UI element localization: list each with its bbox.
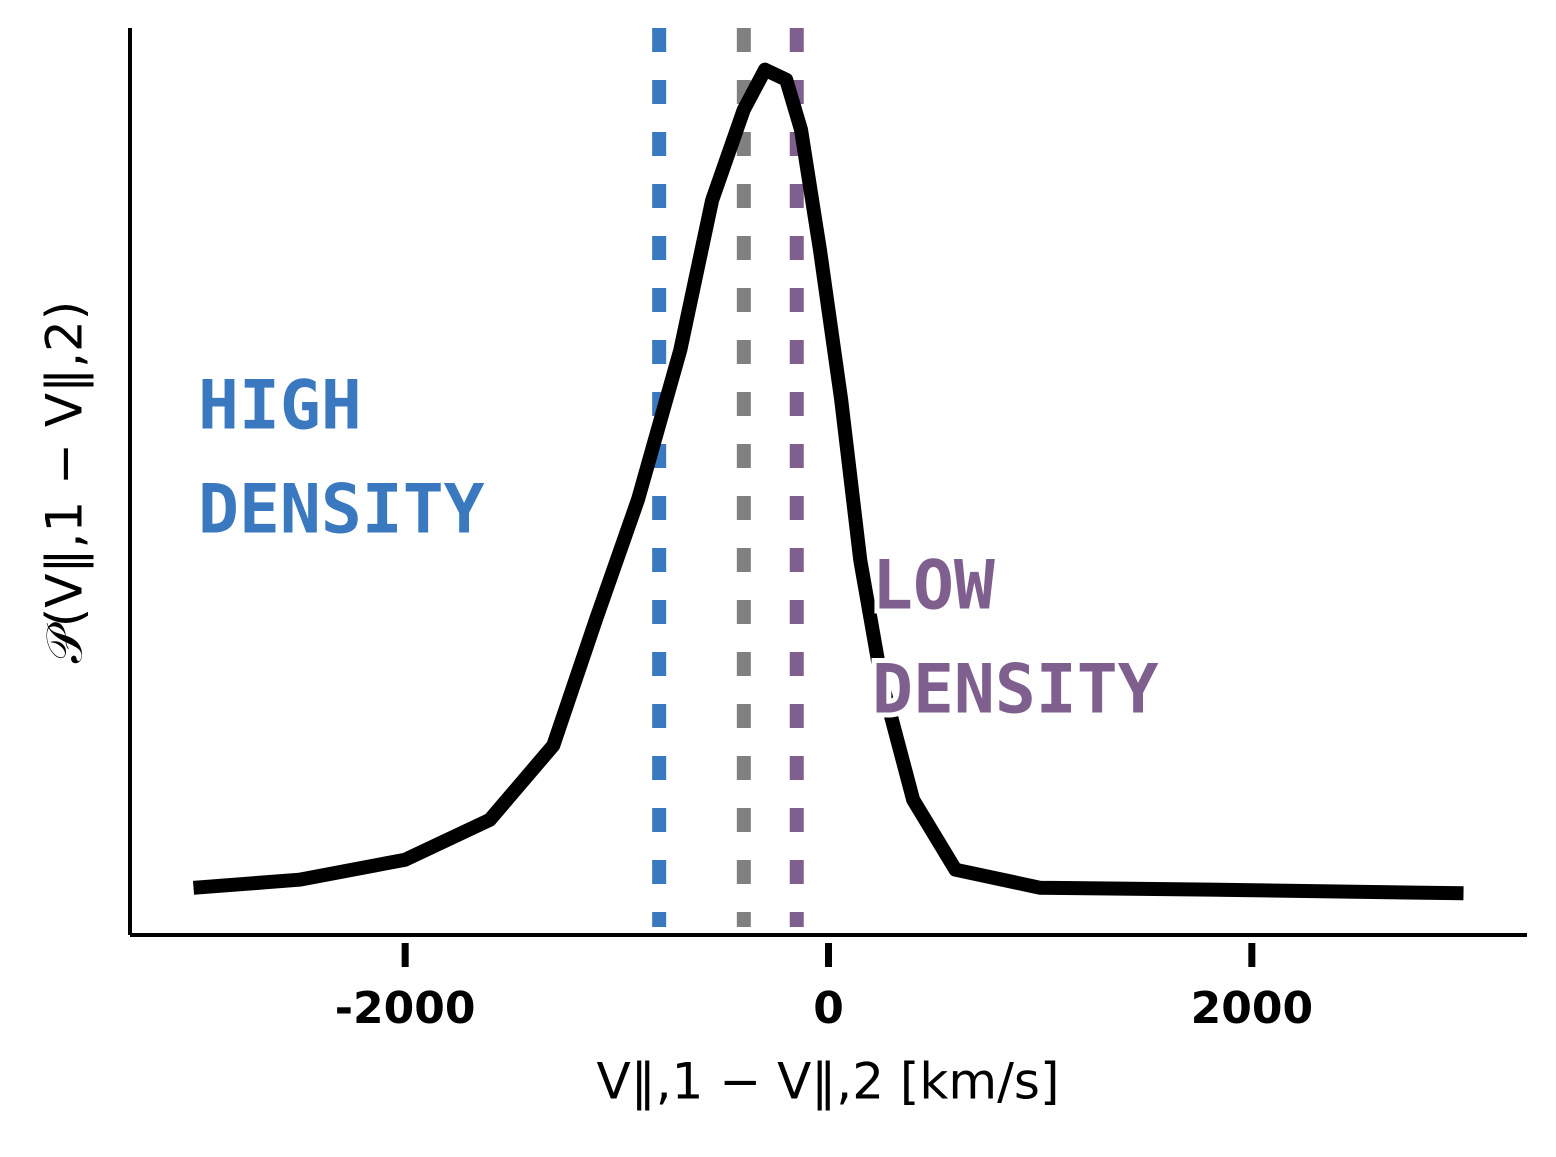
annotation: DENSITY bbox=[198, 471, 485, 550]
y-axis-label: 𝒫(V‖,1 − V‖,2) bbox=[36, 301, 94, 664]
line-series bbox=[192, 62, 1464, 901]
annotation: DENSITY bbox=[872, 651, 1159, 730]
x-tick-label: 0 bbox=[813, 983, 844, 1034]
x-axis-label: V‖,1 − V‖,2 [km/s] bbox=[597, 1053, 1060, 1111]
annotation: LOW bbox=[872, 547, 995, 626]
x-tick-label: 2000 bbox=[1191, 983, 1313, 1034]
annotation: HIGH bbox=[198, 367, 362, 446]
x-tick-label: -2000 bbox=[335, 983, 476, 1034]
